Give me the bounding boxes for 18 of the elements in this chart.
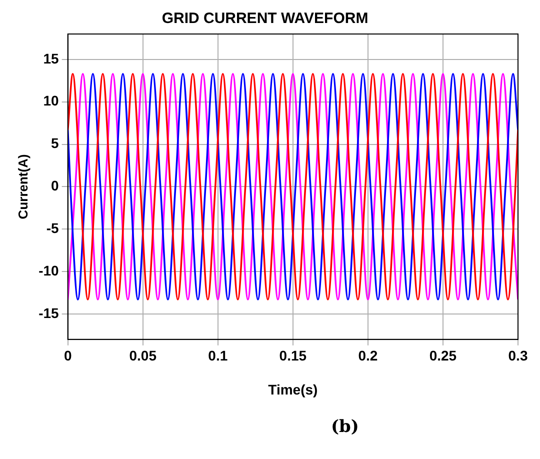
x-tick-label: 0.15	[279, 348, 307, 364]
chart-title: GRID CURRENT WAVEFORM	[162, 10, 368, 28]
x-axis-title: Time(s)	[268, 381, 318, 398]
y-tick-label: 0	[51, 178, 60, 194]
x-tick-label: 0.2	[358, 348, 378, 364]
y-tick-label: 5	[51, 135, 60, 152]
x-tick-label: 0	[64, 348, 72, 364]
y-tick-label: -5	[46, 220, 60, 236]
text: (b)	[330, 417, 360, 437]
y-tick-label: -10	[38, 262, 60, 278]
x-tick-label: 0.3	[508, 348, 528, 364]
y-axis-title: Current(A)	[15, 154, 30, 220]
y-tick-label: -15	[38, 304, 60, 321]
y-tick-label: 15	[43, 50, 60, 66]
y-tick-label: 10	[43, 92, 60, 109]
x-tick-label: 0.1	[208, 348, 228, 364]
x-tick-label: 0.25	[429, 348, 457, 364]
x-tick-label: 0.05	[129, 348, 157, 364]
